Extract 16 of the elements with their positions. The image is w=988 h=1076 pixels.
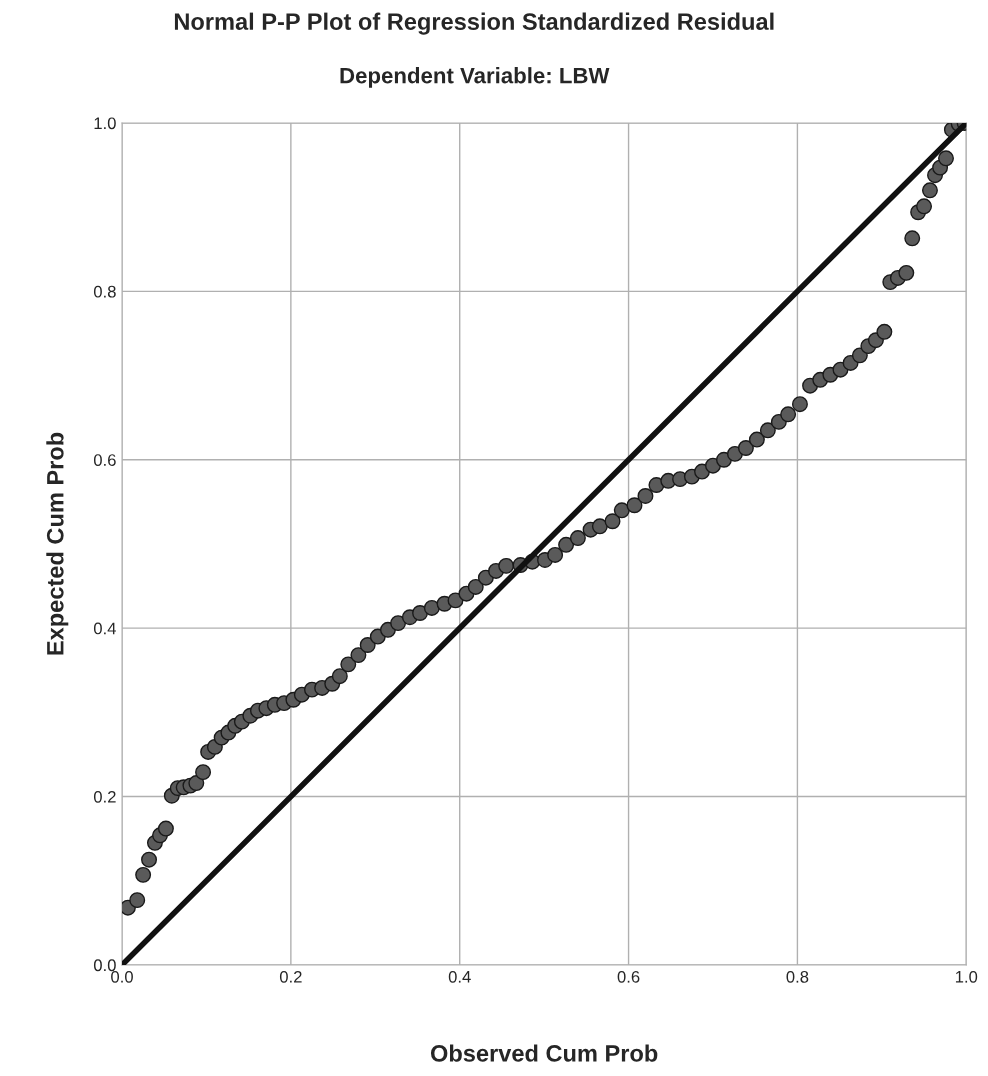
y-tick-label: 0.2 (93, 790, 116, 803)
y-tick-label: 1.0 (94, 117, 116, 130)
x-tick-label: 0.0 (111, 970, 133, 983)
y-tick-label: 0.8 (93, 285, 116, 298)
chart-subtitle: Dependent Variable: LBW (340, 67, 610, 88)
y-axis-title: Expected Cum Prob (46, 432, 69, 655)
x-axis-title: Observed Cum Prob (430, 1044, 658, 1062)
y-tick-label: 0.0 (93, 959, 116, 972)
x-tick-label: 0.8 (786, 970, 809, 983)
x-tick-label: 0.4 (448, 970, 471, 983)
y-tick-label: 0.6 (93, 454, 116, 466)
chart-title: Normal P-P Plot of Regression Standardized Residual (174, 12, 774, 35)
x-tick-label: 0.6 (617, 970, 640, 983)
x-tick-label: 1.0 (955, 970, 978, 983)
x-tick-label: 0.2 (279, 970, 302, 983)
y-tick-label: 0.4 (93, 622, 116, 635)
